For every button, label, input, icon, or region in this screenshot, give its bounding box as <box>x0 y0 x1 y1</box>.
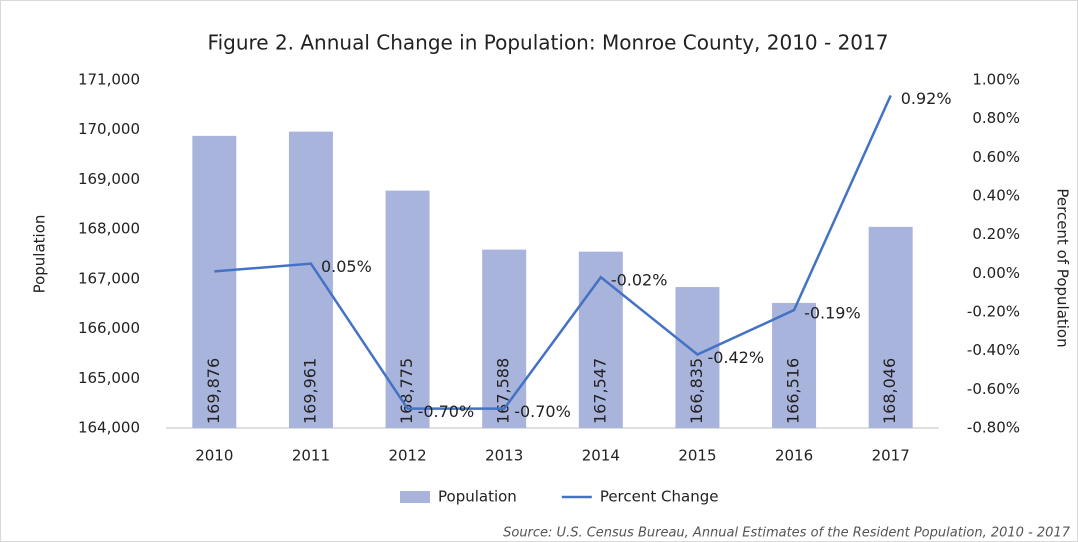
bar-value-label: 167,547 <box>590 358 609 424</box>
bar-value-label: 166,516 <box>784 358 803 424</box>
y-tick-label: 165,000 <box>78 369 140 387</box>
y2-tick-label: 0.60% <box>972 148 1020 166</box>
legend-label: Population <box>438 488 517 506</box>
line-value-label: -0.70% <box>418 402 475 421</box>
line-value-label: -0.42% <box>707 348 764 367</box>
bar-value-label: 166,835 <box>687 358 706 424</box>
legend-label: Percent Change <box>600 488 719 506</box>
y-tick-label: 168,000 <box>78 220 140 238</box>
x-tick-label: 2014 <box>582 447 620 465</box>
bar-value-label: 169,961 <box>300 358 319 424</box>
bar <box>288 131 333 428</box>
bar-value-label: 168,775 <box>397 358 416 424</box>
bar-value-label: 168,046 <box>880 358 899 424</box>
source-note: Source: U.S. Census Bureau, Annual Estim… <box>503 526 1071 541</box>
y2-tick-label: 0.20% <box>972 225 1020 243</box>
y-tick-label: 167,000 <box>78 269 140 287</box>
line-value-label: 0.05% <box>321 257 372 276</box>
y-tick-label: 166,000 <box>78 319 140 337</box>
x-tick-label: 2013 <box>485 447 523 465</box>
y-tick-label: 171,000 <box>78 71 140 89</box>
bar <box>482 249 527 428</box>
y2-tick-label: 0.40% <box>972 187 1020 205</box>
y-axis-title: Population <box>31 215 49 294</box>
y2-tick-label: 0.00% <box>972 264 1020 282</box>
bar <box>578 251 623 428</box>
y-tick-label: 164,000 <box>78 419 140 437</box>
chart-title: Figure 2. Annual Change in Population: M… <box>208 31 889 55</box>
line-value-label: -0.70% <box>514 402 571 421</box>
x-tick-label: 2017 <box>872 447 910 465</box>
x-tick-label: 2011 <box>292 447 330 465</box>
bar-value-label: 169,876 <box>204 358 223 424</box>
y-tick-label: 170,000 <box>78 120 140 138</box>
y2-tick-label: -0.60% <box>967 380 1020 398</box>
x-tick-label: 2016 <box>775 447 813 465</box>
x-tick-label: 2010 <box>195 447 233 465</box>
line-value-label: -0.19% <box>804 304 861 323</box>
x-tick-label: 2012 <box>388 447 426 465</box>
bar <box>868 226 913 428</box>
y2-tick-label: 1.00% <box>972 71 1020 89</box>
bar <box>772 302 817 428</box>
y2-tick-label: -0.80% <box>967 419 1020 437</box>
legend-swatch <box>400 491 430 503</box>
x-tick-label: 2015 <box>678 447 716 465</box>
bar <box>675 287 720 428</box>
y2-axis-title: Percent of Population <box>1054 188 1072 347</box>
line-value-label: -0.02% <box>611 271 668 290</box>
y-tick-label: 169,000 <box>78 170 140 188</box>
bar-value-label: 167,588 <box>494 358 513 424</box>
bar <box>192 135 237 429</box>
y2-tick-label: 0.80% <box>972 109 1020 127</box>
y2-tick-label: -0.40% <box>967 341 1020 359</box>
y2-tick-label: -0.20% <box>967 303 1020 321</box>
line-series <box>214 94 892 410</box>
line-value-label: 0.92% <box>901 89 952 108</box>
